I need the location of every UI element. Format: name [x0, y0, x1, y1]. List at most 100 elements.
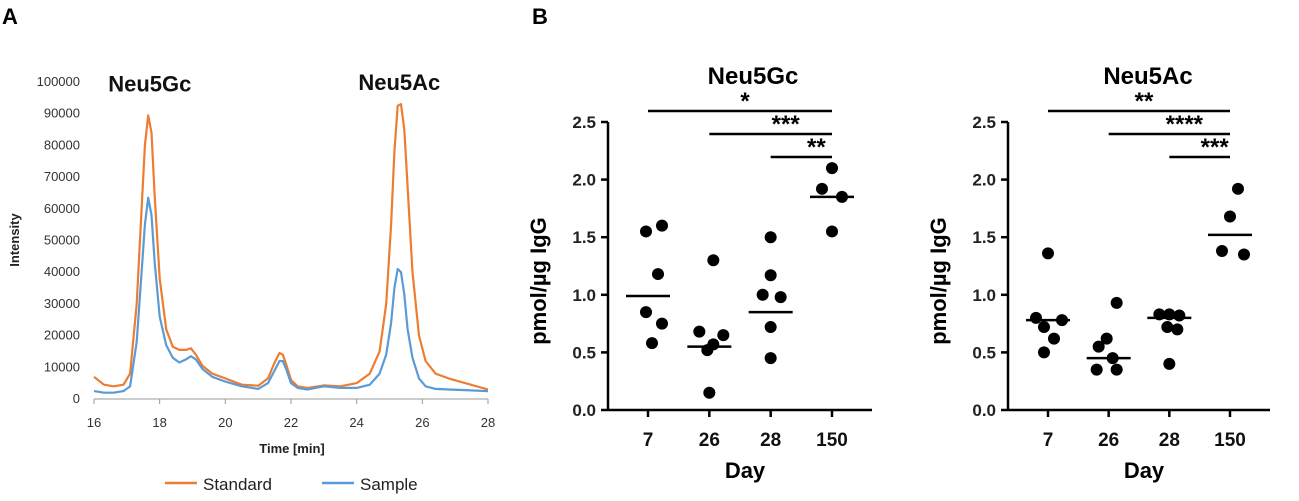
- data-point: [774, 291, 787, 304]
- data-point: [1224, 210, 1236, 223]
- data-point: [756, 288, 769, 301]
- data-point: [640, 225, 652, 238]
- significance-label: *: [740, 88, 750, 115]
- data-point: [1048, 332, 1060, 345]
- y-tick-label: 1.5: [572, 228, 596, 247]
- data-point: [717, 329, 730, 342]
- data-point: [1030, 311, 1042, 324]
- y-axis-label: pmol/µg IgG: [926, 217, 951, 345]
- x-tick-label: 26: [699, 430, 720, 451]
- y-tick-label: 1.0: [972, 286, 996, 305]
- data-point: [764, 352, 777, 365]
- data-point: [1038, 346, 1050, 359]
- x-tick-label: 28: [760, 430, 781, 451]
- y-tick-label: 2.5: [572, 113, 596, 132]
- data-point: [1173, 309, 1186, 322]
- data-point: [826, 225, 838, 238]
- panel-b-letter: B: [532, 4, 548, 29]
- legend-label: Standard: [203, 475, 272, 494]
- data-point: [1042, 247, 1054, 260]
- y-tick-label: 100000: [37, 74, 80, 89]
- data-point: [646, 337, 658, 350]
- data-point: [1110, 296, 1123, 309]
- y-tick-label: 1.0: [572, 286, 596, 305]
- y-tick-label: 90000: [44, 106, 80, 121]
- x-tick-label: 20: [218, 415, 232, 430]
- neu5gc-scatter-chart: Neu5Gc 0.0 0.5 1.0 1.5 2.0 2.5 7 26 28 150 Day pmol/…: [526, 63, 872, 483]
- data-point: [693, 325, 706, 338]
- y-tick-label: 40000: [44, 264, 80, 279]
- data-point: [1110, 363, 1123, 376]
- y-tick-label: 70000: [44, 169, 80, 184]
- data-point: [703, 386, 716, 399]
- x-tick-label: 16: [87, 415, 101, 430]
- significance-label: **: [807, 134, 826, 161]
- x-axis-label: Day: [1124, 458, 1165, 483]
- y-tick-label: 0.5: [572, 343, 596, 362]
- significance-label: **: [1135, 88, 1154, 115]
- x-axis-label: Time [min]: [259, 441, 325, 456]
- y-tick-label: 50000: [44, 233, 80, 248]
- x-tick-label: 7: [643, 430, 654, 451]
- y-tick-label: 0.5: [972, 343, 996, 362]
- y-tick-label: 2.0: [572, 171, 596, 190]
- data-point: [764, 231, 777, 244]
- data-point: [707, 254, 720, 267]
- x-tick-label: 150: [1214, 430, 1246, 451]
- data-point: [1100, 332, 1113, 345]
- y-tick-label: 0: [73, 391, 80, 406]
- chart-title: Neu5Gc: [708, 63, 799, 90]
- x-tick-label: 150: [816, 430, 848, 451]
- y-tick-label: 1.5: [972, 228, 996, 247]
- y-tick-label: 20000: [44, 328, 80, 343]
- data-point: [656, 219, 668, 232]
- data-point: [1163, 357, 1176, 370]
- data-point: [816, 182, 828, 195]
- x-tick-label: 18: [152, 415, 166, 430]
- significance-label: ****: [1166, 111, 1204, 138]
- legend-label: Sample: [360, 475, 418, 494]
- data-point: [640, 306, 652, 319]
- data-point: [1090, 363, 1103, 376]
- y-tick-label: 30000: [44, 296, 80, 311]
- x-tick-label: 7: [1043, 430, 1054, 451]
- neu5ac-scatter-chart: Neu5Ac 0.0 0.5 1.0 1.5 2.0 2.5 7 26 28 150 Day pmol/…: [926, 63, 1270, 483]
- x-tick-label: 28: [1159, 430, 1180, 451]
- data-point: [1238, 248, 1250, 261]
- y-tick-label: 0.0: [972, 401, 996, 420]
- x-tick-label: 26: [415, 415, 429, 430]
- data-point: [764, 269, 777, 282]
- data-point: [1161, 321, 1174, 334]
- y-tick-label: 80000: [44, 137, 80, 152]
- x-tick-label: 24: [349, 415, 363, 430]
- panel-a-letter: A: [2, 4, 18, 29]
- y-axis-label: Intensity: [7, 213, 22, 267]
- data-point: [764, 321, 777, 334]
- chart-title: Neu5Ac: [1103, 63, 1192, 90]
- significance-label: ***: [772, 111, 801, 138]
- data-point: [826, 162, 838, 175]
- y-tick-label: 2.5: [972, 113, 996, 132]
- x-tick-label: 26: [1098, 430, 1119, 451]
- peak-label: Neu5Ac: [358, 70, 440, 95]
- data-point: [1038, 321, 1050, 334]
- peak-label: Neu5Gc: [108, 72, 191, 97]
- series-line-standard: [93, 103, 489, 391]
- data-point: [1092, 340, 1105, 353]
- series-line-sample: [93, 196, 489, 394]
- data-point: [656, 317, 668, 330]
- y-tick-label: 0.0: [572, 401, 596, 420]
- significance-label: ***: [1201, 134, 1230, 161]
- x-axis-label: Day: [725, 458, 766, 483]
- y-tick-label: 60000: [44, 201, 80, 216]
- x-tick-label: 22: [284, 415, 298, 430]
- y-tick-label: 2.0: [972, 171, 996, 190]
- data-point: [1171, 323, 1184, 336]
- data-point: [1216, 245, 1228, 258]
- data-point: [1232, 182, 1244, 195]
- y-axis-label: pmol/µg IgG: [526, 217, 551, 345]
- x-tick-label: 28: [481, 415, 495, 430]
- chromatogram-chart: 0 10000 20000 30000 40000 50000 60000 70000 8000…: [7, 70, 495, 494]
- data-point: [652, 268, 664, 281]
